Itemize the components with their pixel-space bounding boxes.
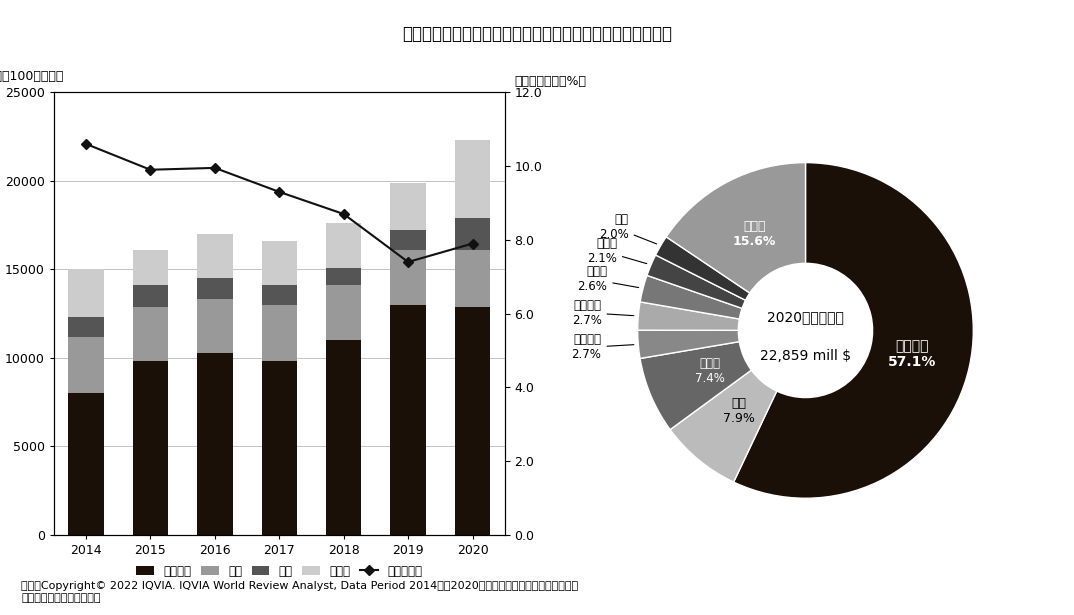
Text: 図１　感染症予防ワクチンの世界市場推移と日本市場シェア: 図１ 感染症予防ワクチンの世界市場推移と日本市場シェア	[402, 25, 672, 42]
Text: アメリカ
57.1%: アメリカ 57.1%	[888, 339, 937, 370]
Wedge shape	[666, 162, 806, 293]
日本シェア	[273, 188, 286, 196]
Bar	[326, 268, 361, 285]
Bar	[69, 394, 103, 535]
Bar	[262, 362, 296, 535]
日本シェア	[208, 164, 221, 172]
Bar	[455, 140, 490, 218]
Bar	[391, 183, 425, 231]
Bar	[455, 250, 490, 306]
Bar	[133, 362, 169, 535]
Bar	[391, 305, 425, 535]
Bar	[455, 306, 490, 535]
Line: 日本シェア: 日本シェア	[83, 140, 476, 266]
Bar	[69, 336, 103, 394]
Text: ドイツ
7.4%: ドイツ 7.4%	[695, 357, 725, 385]
Bar	[69, 269, 103, 317]
Text: 韓国
2.0%: 韓国 2.0%	[599, 213, 656, 244]
Text: カナダ
2.6%: カナダ 2.6%	[578, 265, 639, 293]
Wedge shape	[640, 276, 742, 319]
Bar	[391, 231, 425, 250]
Wedge shape	[647, 255, 745, 308]
Text: 出所：Copyright© 2022 IQVIA. IQVIA World Review Analyst, Data Period 2014から2020をもとに: 出所：Copyright© 2022 IQVIA. IQVIA World Re…	[21, 581, 579, 603]
Bar	[262, 305, 296, 362]
Wedge shape	[640, 342, 752, 430]
日本シェア	[144, 166, 157, 173]
Text: イタリア
2.7%: イタリア 2.7%	[571, 333, 634, 362]
Bar	[391, 250, 425, 305]
Text: 22,859 mill $: 22,859 mill $	[760, 349, 851, 363]
日本シェア	[337, 210, 350, 218]
Bar	[198, 352, 233, 535]
Text: 2020年世界市場: 2020年世界市場	[767, 310, 844, 324]
Wedge shape	[670, 370, 777, 482]
Bar	[133, 306, 169, 362]
Y-axis label: （売上高／100万ドル）: （売上高／100万ドル）	[0, 70, 63, 84]
Text: 日本
7.9%: 日本 7.9%	[723, 397, 755, 424]
Wedge shape	[655, 237, 750, 300]
Bar	[326, 340, 361, 535]
日本シェア	[466, 240, 479, 247]
Bar	[262, 241, 296, 285]
日本シェア	[79, 140, 92, 148]
Bar	[69, 317, 103, 336]
Bar	[326, 223, 361, 268]
Bar	[198, 300, 233, 352]
Bar	[198, 234, 233, 278]
Y-axis label: （日本シェア／%）: （日本シェア／%）	[514, 74, 586, 87]
Bar	[133, 250, 169, 285]
Wedge shape	[734, 162, 973, 498]
Bar	[133, 285, 169, 306]
Text: ロシア
2.1%: ロシア 2.1%	[587, 237, 647, 264]
Bar	[326, 285, 361, 340]
Bar	[262, 285, 296, 305]
日本シェア	[402, 258, 415, 266]
Text: フランス
2.7%: フランス 2.7%	[571, 299, 634, 327]
Text: その他
15.6%: その他 15.6%	[732, 220, 775, 248]
Bar	[198, 278, 233, 300]
Legend: アメリカ, 欧州, 日本, その他, 日本シェア: アメリカ, 欧州, 日本, その他, 日本シェア	[132, 560, 426, 582]
Wedge shape	[638, 330, 739, 359]
Bar	[455, 218, 490, 250]
Wedge shape	[638, 302, 739, 330]
